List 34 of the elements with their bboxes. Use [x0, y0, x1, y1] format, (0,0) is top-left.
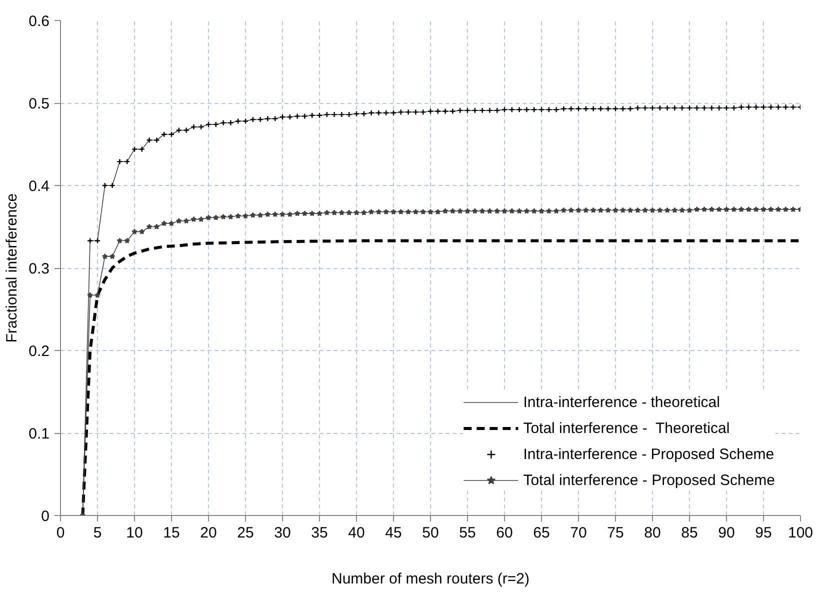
legend-label: Intra-interference - Proposed Scheme: [523, 446, 774, 462]
y-tick-label: 0: [41, 508, 50, 525]
x-tick-label: 35: [311, 524, 328, 542]
x-tick-label: 85: [681, 524, 698, 542]
legend-label: Total interference - Proposed Scheme: [523, 472, 775, 488]
y-tick-label: 0.1: [28, 426, 50, 442]
x-tick-label: 90: [718, 524, 735, 542]
x-tick-label: 30: [274, 524, 291, 542]
y-tick-label: 0.5: [28, 96, 50, 112]
x-tick-label: 75: [607, 524, 624, 542]
x-tick-label: 5: [93, 524, 102, 542]
x-tick-label: 70: [570, 524, 587, 542]
x-tick-label: 40: [348, 524, 365, 542]
x-tick-label: 60: [496, 524, 513, 542]
y-tick-label: 0.2: [28, 343, 50, 360]
x-tick-label: 80: [644, 524, 661, 542]
x-tick-label: 45: [385, 524, 402, 542]
y-axis-title: Fractional interference: [4, 193, 21, 343]
x-tick-label: 65: [533, 524, 550, 542]
x-axis-title: Number of mesh routers (r=2): [332, 570, 530, 588]
x-tick-label: 20: [200, 524, 217, 542]
x-tick-label: 95: [755, 524, 772, 542]
x-tick-label: 25: [237, 524, 254, 542]
x-tick-label: 10: [126, 524, 143, 542]
y-tick-label: 0.6: [28, 13, 50, 30]
x-tick-label: 55: [459, 524, 476, 542]
legend-label: Total interference - Theoretical: [523, 420, 730, 436]
legend-label: Intra-interference - theoretical: [523, 394, 720, 410]
x-tick-label: 50: [422, 524, 439, 542]
y-tick-label: 0.3: [28, 260, 50, 278]
x-tick-label: 100: [788, 524, 814, 542]
x-tick-label: 0: [56, 524, 65, 542]
x-tick-label: 15: [163, 524, 180, 542]
y-tick-label: 0.4: [28, 178, 50, 195]
